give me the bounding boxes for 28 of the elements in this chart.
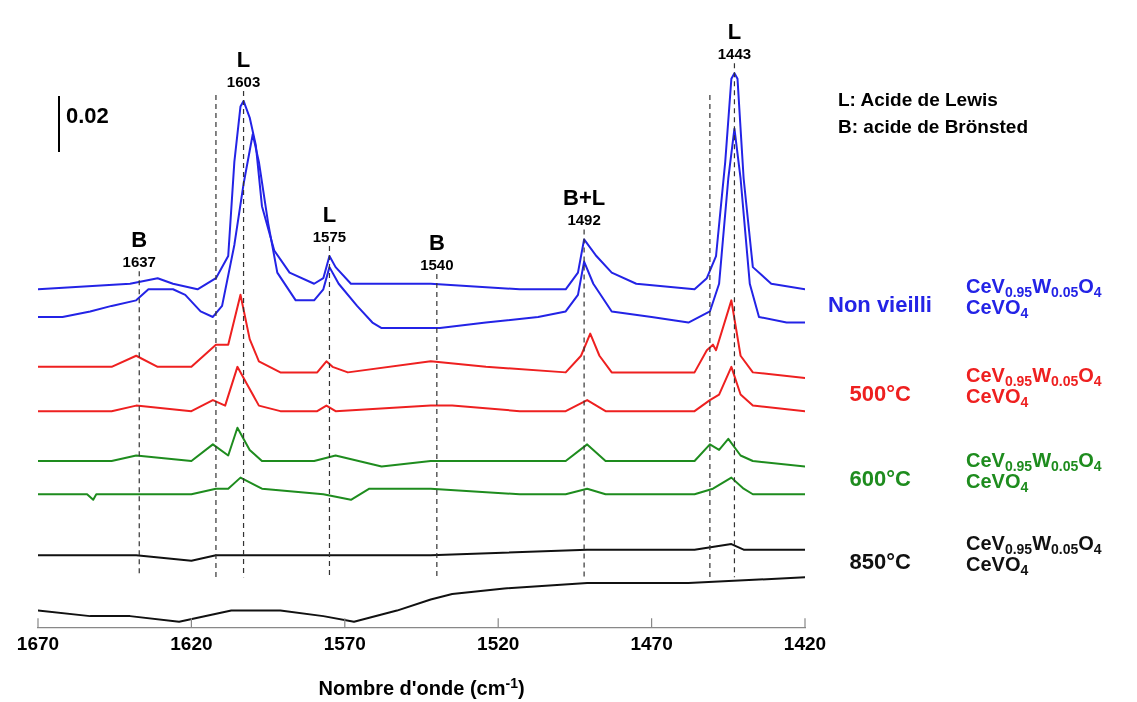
ref-line-label: 1637 [122,253,156,271]
text: Non vieilli [828,291,932,317]
annotation: B [131,227,148,253]
x-tick-label: 1470 [630,632,673,654]
x-tick-label: 1520 [477,632,520,654]
text: CeV$_{0.95}$W$_{0.05}$O$_{4}$ [966,274,1102,300]
annotation: 0.02 [66,103,109,128]
text: L [727,19,742,45]
text: L [236,46,251,72]
text: CeV$_{0.95}$W$_{0.05}$O$_{4}$ [966,363,1102,389]
ref-line-label: 1492 [567,211,601,229]
annotation: L [322,202,337,228]
x-tick-label: 1570 [323,632,366,654]
text: 600°C [849,466,911,492]
x-tick-label: 1620 [170,632,213,654]
text: 500°C [849,380,911,406]
text: B: acide de Brönsted [838,116,1029,137]
annotation: B [428,229,445,255]
ref-line-label: 1575 [312,228,347,246]
x-tick-label: 1670 [16,632,60,654]
ref-line-label: 1443 [717,45,752,63]
text: 850°C [849,549,911,575]
text: L: Acide de Lewis [838,89,998,110]
x-tick-label: 1420 [783,632,827,654]
ref-line-label: 1540 [420,255,454,273]
ref-line-label: 1603 [226,72,261,90]
annotation: B+L [563,185,606,211]
x-axis-title: Nombre d'onde (cm$^{-1}$) [318,675,525,699]
